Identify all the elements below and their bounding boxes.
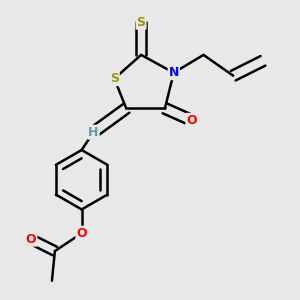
Text: O: O — [186, 114, 197, 127]
Text: H: H — [88, 126, 99, 139]
Text: S: S — [136, 16, 146, 29]
Text: O: O — [26, 233, 36, 246]
Text: S: S — [110, 72, 119, 85]
Text: O: O — [76, 227, 87, 240]
Text: N: N — [169, 66, 179, 79]
